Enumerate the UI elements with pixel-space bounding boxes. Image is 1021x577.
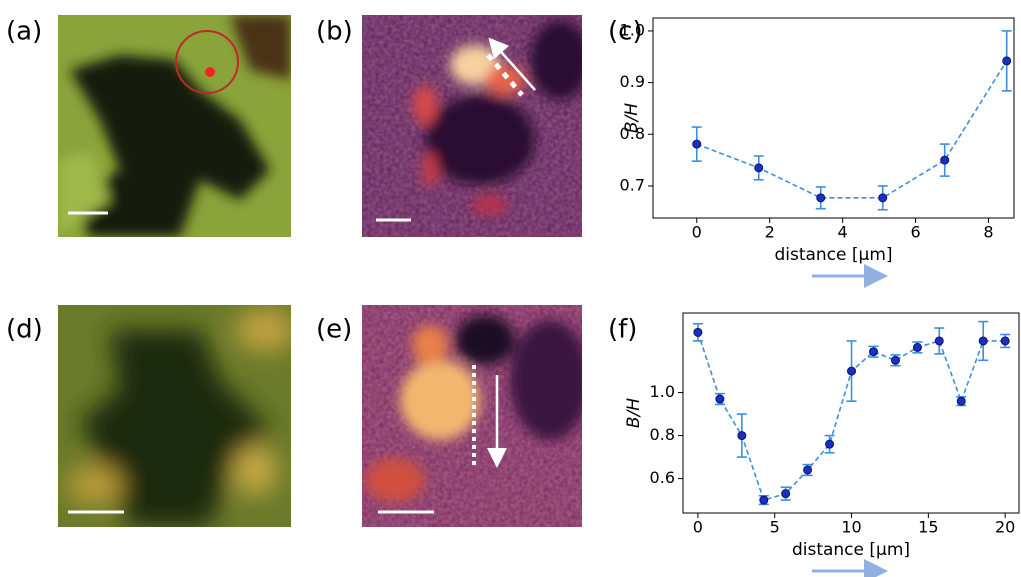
x-axis-label: distance [μm] [774,245,892,265]
data-point [693,327,703,337]
x-axis-label: distance [μm] [792,540,910,560]
data-point [781,489,791,499]
panel-label: (a) [6,17,42,47]
data-point [978,336,988,346]
y-tick-label: 1.0 [650,382,675,401]
panel-label: (e) [316,315,352,345]
panel-label: (c) [608,17,643,47]
y-tick-label: 0.8 [620,124,645,143]
data-point [1000,336,1010,346]
x-tick-label: 2 [765,223,775,242]
data-point [754,163,764,173]
y-tick-label: 0.8 [650,425,675,444]
panel-label: (b) [316,17,353,47]
data-point [847,366,857,376]
plot-frame [682,312,1020,514]
x-tick-label: 8 [983,223,993,242]
y-tick-label: 0.9 [620,72,645,91]
data-point [715,394,725,404]
optical-image-a [58,15,291,237]
data-point [803,465,813,475]
x-tick-label: 4 [838,223,848,242]
panel-label: (d) [6,315,43,345]
map-image-e [362,305,582,527]
x-tick-label: 0 [692,223,702,242]
y-axis-label: B/H [624,398,644,428]
data-point [912,342,922,352]
optical-image-d [58,305,291,527]
y-axis-label: B/H [622,103,642,133]
data-point [934,336,944,346]
y-tick-label: 0.7 [620,175,645,194]
x-tick-label: 15 [918,518,938,537]
map-image-b [362,15,582,237]
data-point [816,193,826,203]
data-point [825,439,835,449]
x-tick-label: 5 [770,518,780,537]
data-point [759,495,769,505]
x-tick-label: 0 [693,518,703,537]
x-tick-label: 20 [995,518,1015,537]
data-point [692,139,702,149]
data-point [890,355,900,365]
x-tick-label: 6 [910,223,920,242]
data-point [737,431,747,441]
x-tick-label: 10 [841,518,861,537]
data-point [956,396,966,406]
y-tick-label: 0.6 [650,468,675,487]
data-point [869,347,879,357]
data-point [1002,56,1012,66]
y-tick-label: 1.0 [620,20,645,39]
data-line [696,60,1008,199]
data-point [940,155,950,165]
panel-label: (f) [608,315,637,345]
plot-frame [652,17,1015,219]
data-point [878,193,888,203]
